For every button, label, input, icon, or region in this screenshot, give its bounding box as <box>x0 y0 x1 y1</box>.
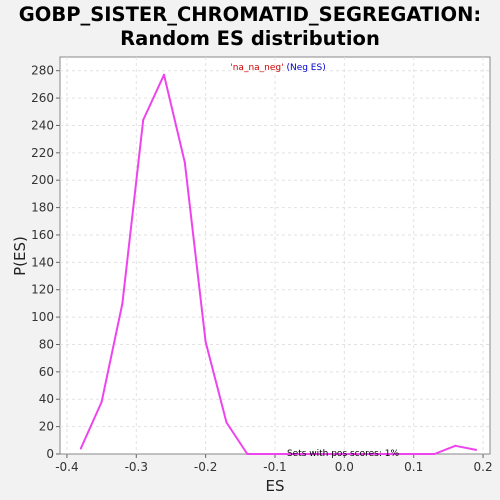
data-point <box>205 341 207 343</box>
x-tick-label: -0.3 <box>125 460 148 474</box>
y-tick-label: 160 <box>31 228 54 242</box>
y-tick-label: 280 <box>31 64 54 78</box>
x-axis-label: ES <box>266 477 285 495</box>
y-tick-label: 120 <box>31 283 54 297</box>
legend-series-name: 'na_na_neg' <box>230 63 283 73</box>
y-axis-label: P(ES) <box>11 236 29 276</box>
y-tick-label: 40 <box>39 392 54 406</box>
y-tick-label: 0 <box>46 447 54 461</box>
y-tick-label: 60 <box>39 365 54 379</box>
y-tick-label: 200 <box>31 173 54 187</box>
data-point <box>246 453 248 455</box>
data-point <box>454 445 456 447</box>
y-tick-label: 20 <box>39 420 54 434</box>
y-tick-label: 180 <box>31 201 54 215</box>
x-tick-label: 0.0 <box>335 460 354 474</box>
data-point <box>413 453 415 455</box>
x-tick-label: -0.2 <box>194 460 217 474</box>
y-tick-label: 220 <box>31 146 54 160</box>
x-axis: -0.4 -0.3 -0.2 -0.1 0.0 0.1 0.2 <box>55 454 492 474</box>
data-point <box>101 401 103 403</box>
data-point <box>121 302 123 304</box>
data-point <box>475 449 477 451</box>
data-point <box>80 448 82 450</box>
y-tick-label: 80 <box>39 337 54 351</box>
pos-scores-annotation: Sets with pos scores: 1% <box>287 449 400 459</box>
y-tick-label: 260 <box>31 91 54 105</box>
x-tick-label: 0.1 <box>404 460 423 474</box>
legend: 'na_na_neg' (Neg ES) <box>230 63 325 73</box>
data-point <box>163 74 165 76</box>
x-tick-label: -0.4 <box>55 460 78 474</box>
data-point <box>267 453 269 455</box>
data-point <box>184 161 186 163</box>
x-tick-label: -0.1 <box>263 460 286 474</box>
y-tick-label: 140 <box>31 255 54 269</box>
data-point <box>142 119 144 121</box>
x-tick-label: 0.2 <box>474 460 493 474</box>
data-point <box>225 422 227 424</box>
legend-series-suffix: (Neg ES) <box>284 63 326 73</box>
y-axis: 0 20 40 60 80 100 120 140 160 180 200 220 240 260 280 <box>31 64 60 461</box>
y-tick-label: 100 <box>31 310 54 324</box>
data-point <box>434 453 436 455</box>
y-tick-label: 240 <box>31 118 54 132</box>
